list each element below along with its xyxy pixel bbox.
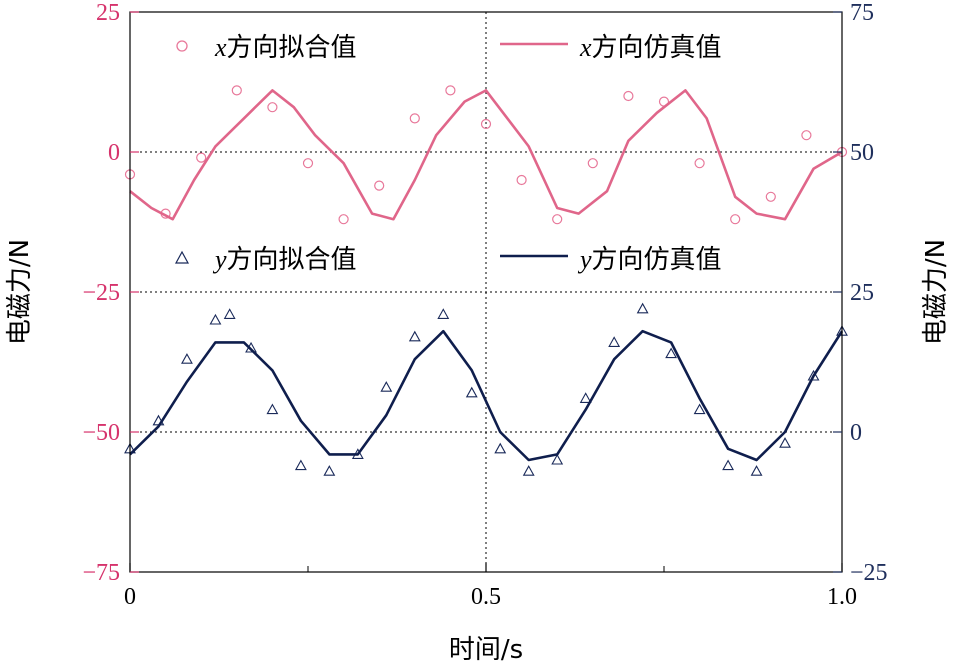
right-y-tick-label: 50 xyxy=(850,140,874,166)
left-y-tick-label: −50 xyxy=(82,420,120,446)
data-point-triangle xyxy=(294,459,307,471)
right-y-tick-label: 25 xyxy=(850,280,874,306)
data-point-triangle xyxy=(722,459,735,471)
data-point-triangle xyxy=(693,403,706,415)
legend-label: y方向拟合值 xyxy=(212,245,357,275)
data-point-circle xyxy=(338,214,349,225)
data-point-circle xyxy=(374,180,385,191)
x-tick-label: 0 xyxy=(124,584,136,610)
data-point-triangle xyxy=(665,347,678,359)
data-point-triangle xyxy=(779,437,791,448)
x-tick-label: 1.0 xyxy=(827,584,857,610)
legend-marker-triangle xyxy=(174,250,190,264)
right-y-tick-label: −25 xyxy=(850,560,888,586)
data-point-triangle xyxy=(494,442,507,454)
legend-text: 方向仿真值 xyxy=(592,33,722,63)
data-point-circle xyxy=(552,214,563,225)
legend-text: 方向拟合值 xyxy=(227,33,357,63)
data-point-triangle xyxy=(437,308,450,319)
data-point-triangle xyxy=(266,403,279,415)
legend-label: x方向仿真值 xyxy=(579,33,722,63)
data-point-triangle xyxy=(323,465,336,476)
right-y-tick-label: 0 xyxy=(850,420,862,446)
data-point-circle xyxy=(302,158,314,169)
data-point-triangle xyxy=(750,465,763,476)
legend-label: y方向仿真值 xyxy=(577,245,722,275)
data-point-triangle xyxy=(223,308,236,319)
left-y-tick-label: −75 xyxy=(82,560,120,586)
left-y-tick-label: −25 xyxy=(82,280,120,306)
left-axis-label: 电磁力/N xyxy=(5,239,35,345)
series-layer xyxy=(124,85,848,476)
data-point-circle xyxy=(480,118,492,130)
data-point-circle xyxy=(765,191,776,202)
left-y-tick-label: 0 xyxy=(108,140,120,166)
data-point-circle xyxy=(801,130,812,141)
legend-variable: y xyxy=(212,245,227,274)
data-point-triangle xyxy=(181,353,193,364)
data-point-triangle xyxy=(380,381,393,392)
grid-lines xyxy=(130,12,842,572)
data-point-circle xyxy=(623,90,634,102)
series-line-2 xyxy=(129,89,843,221)
data-point-triangle xyxy=(522,465,535,476)
legend-label: x方向拟合值 xyxy=(214,33,357,63)
legend-text: 方向拟合值 xyxy=(227,245,357,275)
legend-marker-circle xyxy=(176,40,188,52)
data-point-circle xyxy=(587,158,598,169)
series-line-4 xyxy=(129,329,844,462)
left-y-tick-label: 25 xyxy=(96,0,120,26)
data-point-triangle xyxy=(608,336,621,347)
x-tick-label: 0.5 xyxy=(471,584,501,610)
legend-variable: x xyxy=(579,33,592,62)
legend-variable: x xyxy=(214,33,227,62)
data-point-triangle xyxy=(636,302,649,314)
right-axis-label: 电磁力/N xyxy=(921,239,951,345)
data-point-triangle xyxy=(807,369,820,381)
x-axis-label: 时间/s xyxy=(449,635,523,665)
data-point-circle xyxy=(196,152,207,163)
data-point-triangle xyxy=(209,313,222,325)
data-point-circle xyxy=(730,214,741,225)
data-point-triangle xyxy=(551,453,564,465)
right-y-tick-label: 75 xyxy=(850,0,874,26)
data-point-circle xyxy=(267,102,278,113)
data-point-triangle xyxy=(408,330,421,342)
data-point-circle xyxy=(516,174,527,186)
data-point-circle xyxy=(445,85,456,96)
data-point-triangle xyxy=(579,392,592,403)
data-point-circle xyxy=(694,158,705,169)
data-point-circle xyxy=(409,113,420,124)
axes: 0 0.5 1.0 25 0 −25 −50 −75 75 50 25 0 −25 xyxy=(82,0,887,610)
legend-variable: y xyxy=(577,245,592,274)
legend-text: 方向仿真值 xyxy=(592,245,722,275)
data-point-circle xyxy=(231,85,242,96)
data-point-triangle xyxy=(465,386,478,398)
